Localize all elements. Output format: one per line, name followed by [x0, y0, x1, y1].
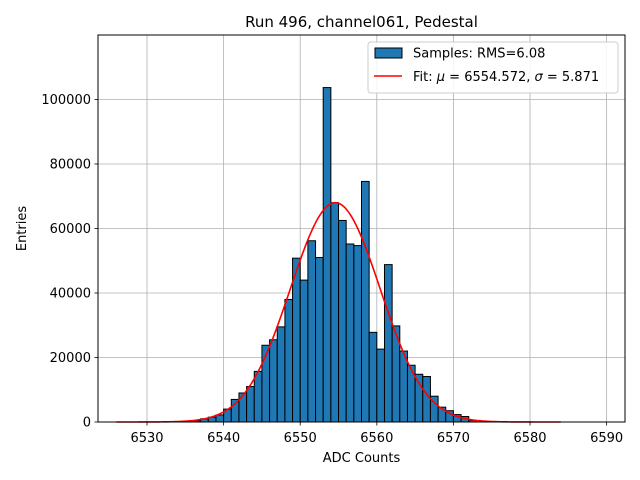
x-tick-label: 6550: [284, 431, 317, 446]
chart-title: Run 496, channel061, Pedestal: [245, 13, 478, 31]
x-tick-label: 6580: [513, 431, 546, 446]
histogram-bar: [383, 264, 393, 423]
histogram-bar: [338, 219, 347, 423]
histogram-bar: [345, 243, 355, 423]
histogram-bar: [307, 240, 317, 423]
y-axis-label: Entries: [15, 206, 30, 252]
y-tick-label: 20000: [50, 351, 91, 366]
x-tick-label: 6590: [590, 431, 623, 446]
x-tick-label: 6530: [130, 431, 163, 446]
histogram-bar: [315, 257, 324, 423]
histogram-bar: [322, 87, 332, 423]
histogram-bar: [299, 279, 309, 423]
x-axis-label: ADC Counts: [323, 451, 401, 466]
legend-fit-sigma: σ: [535, 70, 544, 85]
histogram-bar: [253, 370, 263, 423]
legend: Samples: RMS=6.08 Fit: μ = 6554.572, σ =…: [367, 41, 619, 94]
y-tick-label: 80000: [50, 158, 91, 173]
legend-box: [367, 41, 619, 94]
histogram-bar: [422, 376, 431, 423]
x-tick-label: 6570: [437, 431, 470, 446]
histogram-bar: [215, 414, 225, 423]
x-tick-label: 6540: [207, 431, 240, 446]
legend-histogram-label: Samples: RMS=6.08: [413, 47, 545, 62]
y-tick-label: 60000: [50, 222, 91, 237]
histogram-bar: [361, 180, 370, 423]
y-axis-ticks: 0 20000 40000 60000 80000 100000: [41, 93, 98, 431]
histogram-bar: [284, 298, 294, 423]
legend-fit-sigma-value: = 5.871: [543, 70, 599, 85]
histogram-bar: [269, 339, 278, 423]
x-tick-label: 6560: [360, 431, 393, 446]
histogram-bar: [238, 392, 248, 423]
histogram-bar: [353, 245, 363, 423]
y-tick-label: 0: [83, 416, 91, 431]
legend-histogram-swatch: [374, 47, 403, 59]
histogram-bar: [292, 257, 301, 423]
histogram-bar: [246, 386, 255, 423]
histogram-bar: [399, 350, 408, 423]
legend-fit-mu: μ: [436, 70, 445, 85]
y-tick-label: 100000: [41, 93, 91, 108]
legend-fit-prefix: Fit:: [413, 70, 437, 85]
fit-curve: [116, 201, 561, 423]
histogram-bar: [368, 331, 378, 423]
histogram-bar: [330, 202, 340, 423]
y-tick-label: 40000: [50, 287, 91, 302]
histogram-bar: [414, 373, 424, 423]
histogram-bar: [376, 348, 385, 423]
x-axis-ticks: 6530 6540 6550 6560 6570 6580 6590: [130, 422, 623, 446]
legend-fit-label: Fit: μ = 6554.572, σ = 5.871: [413, 70, 599, 85]
legend-fit-mu-value: = 6554.572,: [445, 70, 534, 85]
histogram-bar: [276, 326, 286, 423]
